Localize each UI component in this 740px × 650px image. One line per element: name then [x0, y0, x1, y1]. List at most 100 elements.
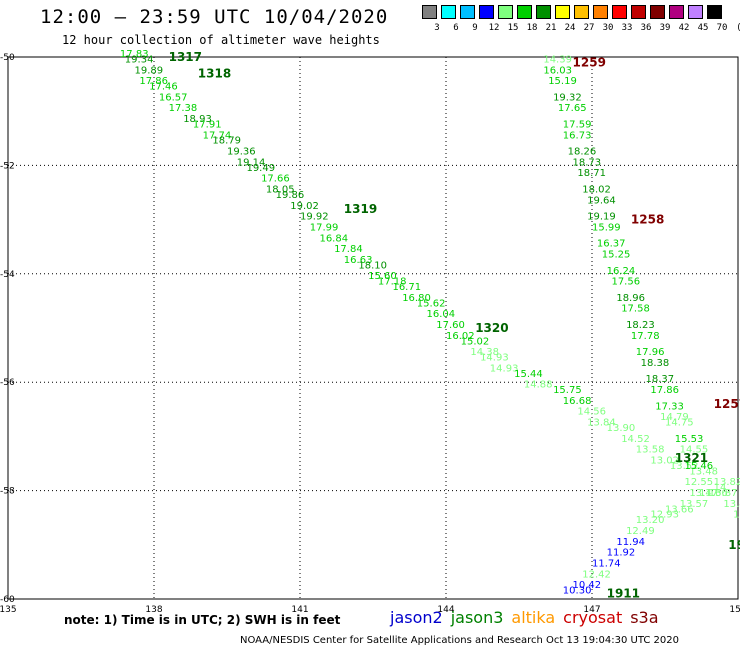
wave-height-label: 18.93	[183, 114, 212, 125]
y-tick-label: -50	[0, 53, 15, 63]
color-swatch-label: 39	[659, 23, 671, 33]
wave-height-label: 12.42	[582, 569, 611, 580]
y-tick-label: -54	[0, 270, 15, 280]
wave-height-label: 14.56	[577, 407, 606, 418]
wave-height-label: 14.38	[470, 347, 499, 358]
satellite-legend: jason2 jason3 altika cryosat s3a	[390, 608, 667, 627]
wave-height-label: 17.86	[139, 76, 168, 87]
wave-height-label: 19.02	[290, 201, 319, 212]
color-swatch-label: 21	[545, 23, 557, 33]
chart-subtitle: 12 hour collection of altimeter wave hei…	[62, 33, 380, 47]
wave-height-label: 14	[714, 483, 727, 494]
wave-height-label: 14.39	[543, 54, 572, 65]
wave-height-label: 17.66	[261, 174, 290, 185]
wave-height-label: 12.93	[650, 510, 679, 521]
color-swatch	[593, 5, 608, 19]
wave-height-label: 18.79	[212, 136, 241, 147]
wave-height-label: 18.05	[266, 185, 295, 196]
color-swatch-label: 33	[621, 23, 633, 33]
wave-height-label: 16.24	[607, 266, 636, 277]
wave-height-label: 16.68	[563, 396, 592, 407]
wave-height-label: 13.90	[607, 423, 636, 434]
wave-height-label: 13.82	[714, 477, 740, 488]
satellite-name: s3a	[630, 608, 659, 627]
color-swatch-label: 36	[640, 23, 652, 33]
color-swatch	[422, 5, 437, 19]
color-swatch	[707, 5, 722, 19]
wave-height-label: 15.25	[602, 250, 631, 261]
wave-height-label: 17.18	[378, 277, 407, 288]
pass-number-label: 1319	[344, 202, 377, 216]
wave-height-label: 19.36	[227, 147, 256, 158]
color-scale-unit: (ft)	[734, 23, 740, 33]
wave-height-label: 17.74	[203, 130, 232, 141]
x-tick-label: 150	[729, 605, 740, 615]
pass-number-label: 1258	[631, 213, 664, 227]
chart-title: 12:00 — 23:59 UTC 10/04/2020	[40, 6, 389, 28]
wave-height-label: 17.33	[655, 401, 684, 412]
color-swatch-label: 12	[488, 23, 500, 33]
wave-height-label: 17.65	[558, 103, 587, 114]
wave-height-label: 14.79	[660, 412, 689, 423]
color-swatch-label: 3	[434, 23, 440, 33]
wave-height-label: 18.38	[641, 358, 670, 369]
wave-height-label: 14.75	[665, 418, 694, 429]
y-tick-label: -58	[0, 487, 15, 497]
wave-height-label: 19.89	[135, 65, 164, 76]
wave-height-label: 15.62	[417, 298, 446, 309]
wave-height-label: 14.52	[621, 434, 650, 445]
wave-height-label: 15.19	[548, 76, 577, 87]
wave-height-label: 15.75	[553, 385, 582, 396]
wave-height-label: 18.71	[577, 168, 606, 179]
satellite-name: jason3	[450, 608, 504, 627]
wave-height-label: 14.88	[524, 380, 553, 391]
wave-height-label: 18.37	[646, 374, 675, 385]
wave-height-label: 19.86	[276, 190, 305, 201]
wave-height-label: 14.93	[480, 353, 509, 364]
wave-height-label: 17.99	[310, 222, 339, 233]
wave-height-label: 17.91	[193, 119, 222, 130]
x-tick-label: 138	[145, 605, 162, 615]
wave-height-label: 18.73	[573, 157, 602, 168]
y-tick-label: -52	[0, 161, 15, 171]
wave-height-label: 18.10	[358, 260, 387, 271]
wave-height-label: 15.46	[684, 461, 713, 472]
wave-height-label: 17.86	[650, 385, 679, 396]
wave-height-label: 17.58	[621, 304, 650, 315]
wave-height-label: 13.87	[709, 488, 738, 499]
wave-height-label: 17.84	[334, 244, 363, 255]
color-swatch-label: 42	[678, 23, 690, 33]
x-tick-label: 144	[437, 605, 454, 615]
wave-height-label: 16.73	[563, 130, 592, 141]
color-swatch	[650, 5, 665, 19]
wave-height-label: 13.17	[689, 488, 718, 499]
color-swatch	[612, 5, 627, 19]
x-tick-label: 147	[583, 605, 600, 615]
wave-height-label: 17.78	[631, 331, 660, 342]
wave-height-label: 13.02	[650, 456, 679, 467]
wave-height-label: 16.80	[402, 293, 431, 304]
wave-height-label: 15.53	[675, 434, 704, 445]
pass-number-label: 1318	[198, 66, 231, 80]
wave-height-label: 17.38	[169, 103, 198, 114]
satellite-name: cryosat	[563, 608, 623, 627]
wave-height-label: 15.60	[368, 271, 397, 282]
pass-number-label: 19	[728, 538, 740, 552]
wave-height-label: 18.02	[582, 185, 611, 196]
color-swatch	[669, 5, 684, 19]
wave-height-label: 16.63	[344, 255, 373, 266]
wave-height-label: 17.46	[149, 82, 178, 93]
color-swatch	[536, 5, 551, 19]
color-swatch-label: 24	[564, 23, 576, 33]
x-tick-label: 141	[291, 605, 308, 615]
pass-number-label: 1321	[675, 451, 708, 465]
wave-height-label: 11.92	[607, 548, 636, 559]
wave-height-label: 19.19	[587, 212, 616, 223]
wave-height-label: 17.96	[636, 347, 665, 358]
color-swatch	[631, 5, 646, 19]
wave-height-label: 18.96	[616, 293, 645, 304]
pass-number-label: 1911	[607, 587, 640, 601]
color-swatch-label: 45	[697, 23, 709, 33]
wave-height-label: 17.83	[120, 49, 149, 60]
